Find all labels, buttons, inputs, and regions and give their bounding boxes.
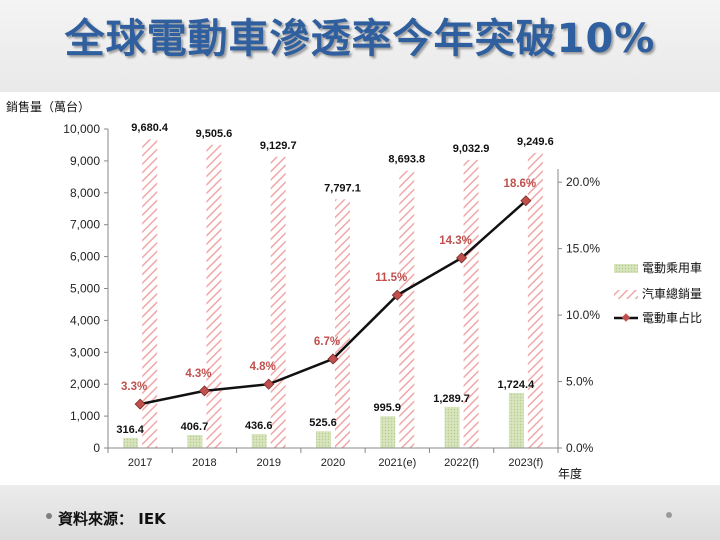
bar-ev-sales — [123, 437, 139, 448]
x-tick-label: 2017 — [128, 457, 152, 469]
y-tick-label: 2,000 — [70, 377, 100, 391]
y2-tick-label: 0.0% — [566, 441, 594, 455]
ev-sales-label: 1,289.7 — [433, 393, 470, 405]
y-tick-label: 7,000 — [70, 218, 100, 232]
x-axis-title: 年度 — [558, 466, 582, 481]
ev-sales-label: 1,724.4 — [498, 379, 536, 391]
total-sales-label: 9,680.4 — [131, 122, 169, 134]
nav-dot-icon — [666, 512, 672, 518]
legend-marker-ev-share — [621, 313, 631, 322]
chart-panel — [0, 92, 720, 485]
ev-share-label: 3.3% — [121, 381, 147, 393]
y-tick-label: 4,000 — [70, 313, 100, 327]
legend-label-total-sales: 汽車總銷量 — [642, 286, 702, 301]
ev-share-label: 4.8% — [250, 361, 276, 373]
ev-sales-label: 436.6 — [245, 420, 273, 432]
ev-sales-label: 525.6 — [309, 417, 337, 429]
footer-band — [0, 485, 720, 540]
bar-ev-sales — [187, 435, 203, 448]
y-tick-label: 10,000 — [63, 122, 100, 136]
source-label: 資料來源： — [58, 510, 134, 528]
y-tick-label: 9,000 — [70, 154, 100, 168]
y-tick-label: 6,000 — [70, 250, 100, 264]
ev-share-marker — [263, 378, 275, 390]
bar-total-sales — [463, 159, 479, 448]
bar-total-sales — [142, 139, 158, 448]
ev-sales-label: 995.9 — [374, 402, 402, 414]
bar-ev-sales — [316, 431, 331, 448]
x-tick-label: 2018 — [192, 457, 216, 469]
x-tick-label: 2020 — [321, 457, 345, 469]
bar-ev-sales — [380, 416, 396, 448]
slide-title: 全球電動車滲透率今年突破10% — [64, 16, 656, 62]
y-tick-label: 5,000 — [70, 282, 100, 296]
total-sales-label: 9,129.7 — [260, 140, 297, 152]
title-band — [0, 0, 720, 92]
total-sales-label: 9,505.6 — [196, 128, 233, 140]
ev-share-marker — [198, 385, 210, 397]
ev-share-marker — [456, 252, 468, 264]
bar-ev-sales — [444, 406, 460, 448]
legend-swatch-ev-sales — [614, 264, 638, 273]
ev-share-label: 14.3% — [439, 235, 472, 247]
bar-ev-sales — [508, 392, 524, 448]
y2-tick-label: 10.0% — [566, 308, 600, 322]
total-sales-label: 8,693.8 — [388, 154, 425, 166]
bar-total-sales — [399, 170, 415, 448]
ev-share-marker — [327, 353, 339, 365]
bar-ev-sales — [251, 434, 267, 448]
bar-total-sales — [206, 144, 222, 448]
x-tick-label: 2023(f) — [508, 457, 543, 469]
bullet-icon — [46, 513, 52, 519]
y-tick-label: 8,000 — [70, 186, 100, 200]
total-sales-label: 7,797.1 — [324, 182, 361, 194]
bar-total-sales — [527, 152, 543, 449]
ev-share-label: 6.7% — [314, 336, 340, 348]
y2-tick-label: 15.0% — [566, 242, 600, 256]
ev-share-marker — [520, 195, 532, 207]
ev-sales-label: 316.4 — [116, 424, 144, 436]
legend-swatch-total-sales — [614, 290, 638, 299]
x-tick-label: 2021(e) — [378, 457, 416, 469]
ev-sales-label: 406.7 — [181, 421, 209, 433]
ev-share-label: 18.6% — [504, 178, 537, 190]
bar-total-sales — [270, 156, 286, 448]
total-sales-label: 9,032.9 — [453, 143, 490, 155]
ev-share-marker — [391, 289, 403, 301]
y-tick-label: 1,000 — [70, 409, 100, 423]
legend-label-ev-share: 電動車占比 — [642, 310, 702, 325]
y2-tick-label: 5.0% — [566, 375, 594, 389]
ev-share-label: 4.3% — [185, 368, 211, 380]
ev-share-marker — [134, 398, 146, 410]
total-sales-label: 9,249.6 — [517, 136, 554, 148]
source-note: 資料來源： IEK — [44, 508, 166, 529]
bar-total-sales — [335, 199, 350, 448]
x-tick-label: 2022(f) — [444, 457, 479, 469]
x-tick-label: 2019 — [256, 457, 280, 469]
source-value: IEK — [138, 510, 166, 528]
legend-label-ev-sales: 電動乘用車 — [642, 261, 702, 275]
y-axis-title: 銷售量（萬台） — [6, 99, 90, 114]
y-tick-label: 3,000 — [70, 345, 100, 359]
y2-tick-label: 20.0% — [566, 175, 600, 189]
y-tick-label: 0 — [93, 441, 100, 455]
ev-share-label: 11.5% — [375, 272, 407, 284]
